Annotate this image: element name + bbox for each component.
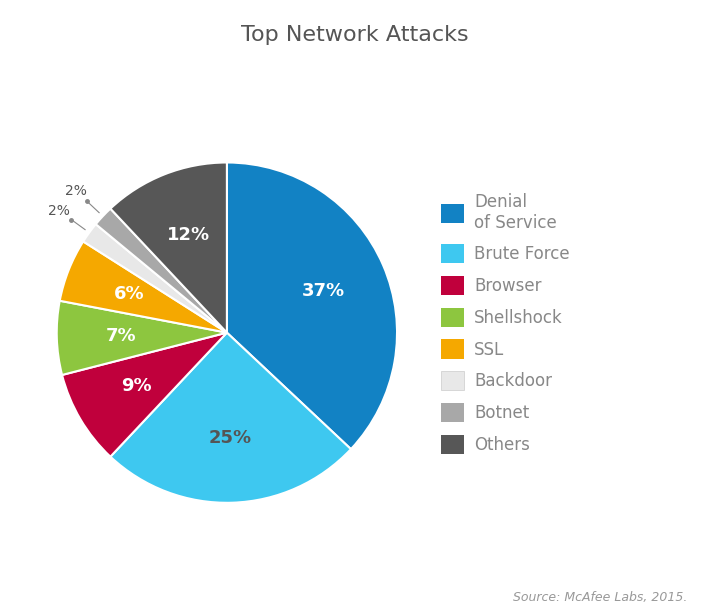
Wedge shape bbox=[60, 241, 227, 333]
Text: 37%: 37% bbox=[302, 282, 345, 300]
Text: 2%: 2% bbox=[65, 184, 86, 198]
Text: 2%: 2% bbox=[48, 204, 70, 217]
Wedge shape bbox=[62, 333, 227, 456]
Wedge shape bbox=[227, 163, 397, 449]
Legend: Denial
of Service, Brute Force, Browser, Shellshock, SSL, Backdoor, Botnet, Othe: Denial of Service, Brute Force, Browser,… bbox=[441, 193, 570, 454]
Text: 7%: 7% bbox=[106, 327, 137, 345]
Wedge shape bbox=[96, 209, 227, 333]
Wedge shape bbox=[57, 301, 227, 375]
Text: 12%: 12% bbox=[167, 225, 210, 243]
Text: Top Network Attacks: Top Network Attacks bbox=[240, 25, 469, 44]
Wedge shape bbox=[111, 163, 227, 333]
Text: 25%: 25% bbox=[208, 429, 252, 447]
Text: Source: McAfee Labs, 2015.: Source: McAfee Labs, 2015. bbox=[513, 591, 688, 604]
Wedge shape bbox=[111, 333, 351, 503]
Wedge shape bbox=[83, 224, 227, 333]
Text: 9%: 9% bbox=[121, 378, 152, 395]
Text: 6%: 6% bbox=[113, 285, 144, 303]
